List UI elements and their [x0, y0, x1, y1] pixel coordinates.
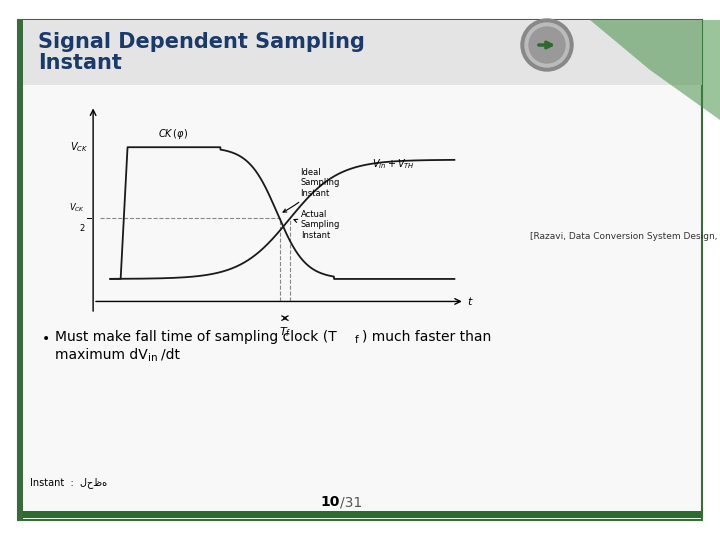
- Bar: [23, 511, 702, 518]
- Circle shape: [521, 19, 573, 71]
- Circle shape: [525, 23, 569, 67]
- Text: $V_{CK}$: $V_{CK}$: [70, 140, 88, 154]
- Text: $2$: $2$: [79, 222, 86, 233]
- Bar: [18, 20, 23, 520]
- Text: $V_{CK}$: $V_{CK}$: [69, 201, 86, 214]
- Text: Signal Dependent Sampling: Signal Dependent Sampling: [38, 32, 365, 52]
- Text: Ideal
Sampling
Instant: Ideal Sampling Instant: [283, 168, 340, 212]
- Text: maximum dV: maximum dV: [55, 348, 148, 362]
- Text: $T_f$: $T_f$: [279, 325, 291, 339]
- Text: Instant: Instant: [38, 53, 122, 73]
- Text: ) much faster than: ) much faster than: [362, 330, 491, 344]
- Text: in: in: [148, 353, 158, 363]
- Text: /31: /31: [340, 495, 362, 509]
- Text: $CK\,(\varphi)$: $CK\,(\varphi)$: [158, 126, 189, 140]
- Text: Actual
Sampling
Instant: Actual Sampling Instant: [294, 210, 340, 240]
- Text: Must make fall time of sampling clock (T: Must make fall time of sampling clock (T: [55, 330, 337, 344]
- Text: Instant  :  لحظه: Instant : لحظه: [30, 477, 107, 488]
- Text: •: •: [42, 332, 50, 346]
- Bar: [23, 20, 702, 85]
- Polygon shape: [590, 20, 720, 120]
- Circle shape: [529, 27, 565, 63]
- Text: f: f: [355, 335, 359, 345]
- Text: /dt: /dt: [161, 348, 180, 362]
- Text: $t$: $t$: [467, 295, 474, 307]
- Text: $V_{in}+V_{TH}$: $V_{in}+V_{TH}$: [372, 157, 415, 171]
- Text: 10: 10: [320, 495, 340, 509]
- Text: [Razavi, Data Conversion System Design, p.17]: [Razavi, Data Conversion System Design, …: [530, 232, 720, 241]
